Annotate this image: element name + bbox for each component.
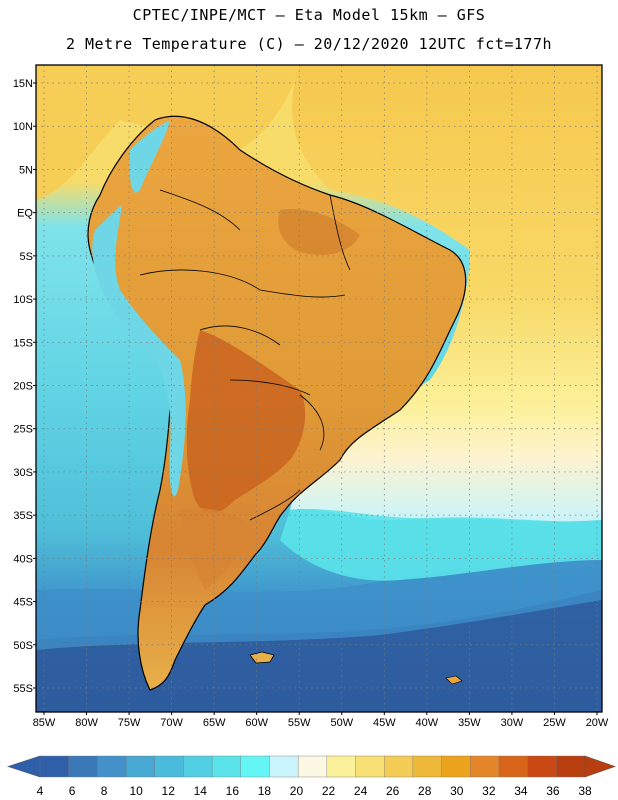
colorbar-label: 34 — [514, 784, 528, 798]
colorbar-segment — [326, 755, 357, 778]
south-georgia — [445, 675, 463, 685]
lat-tick-label: 50S — [13, 640, 33, 652]
colorbar-segment — [39, 755, 70, 778]
colorbar-segment — [183, 755, 213, 778]
colorbar-segment — [125, 755, 156, 778]
lon-tick-label: 25W — [543, 717, 566, 729]
colorbar-label: 22 — [322, 784, 336, 798]
atlantic-mid — [280, 508, 602, 581]
colorbar-segment — [556, 755, 586, 778]
lon-tick-label: 45W — [373, 717, 396, 729]
colorbar-label: 30 — [450, 784, 464, 798]
colorbar-segment — [412, 755, 443, 778]
colorbar-arrow-low — [7, 755, 41, 778]
colorbar-label: 10 — [129, 784, 143, 798]
lat-tick-label: 55S — [13, 683, 33, 695]
atlantic-warm — [290, 65, 602, 522]
colorbar-segment — [498, 755, 529, 778]
colorbar: 4 6 8 10 12 14 16 18 20 22 24 26 28 30 32 34 36 38 — [7, 755, 616, 798]
colorbar-label: 16 — [226, 784, 240, 798]
lat-tick-label: 5S — [20, 251, 33, 263]
andes-north — [129, 120, 170, 193]
colorbar-label: 36 — [546, 784, 560, 798]
colorbar-segment — [269, 755, 299, 778]
colorbar-label: 6 — [69, 784, 76, 798]
colorbar-arrow-high — [584, 755, 616, 778]
title-line-2: 2 Metre Temperature (C) – 20/12/2020 12U… — [65, 35, 553, 53]
lat-tick-label: 15S — [13, 337, 33, 349]
map-field — [36, 65, 602, 712]
colorbar-segment — [470, 755, 500, 778]
lon-tick-label: 70W — [160, 717, 183, 729]
map-frame — [35, 64, 603, 713]
colorbar-segment — [240, 755, 271, 778]
colorbar-label: 18 — [258, 784, 272, 798]
lat-tick-label: 20S — [13, 381, 33, 393]
lon-tick-label: 65W — [203, 717, 226, 729]
hot-amazon — [278, 209, 360, 255]
lat-tick-label: 5N — [19, 164, 33, 176]
lon-tick-label: 40W — [416, 717, 439, 729]
colorbar-label: 14 — [194, 784, 208, 798]
lat-tick-label: 15N — [13, 78, 33, 90]
caribbean-warm — [36, 65, 300, 200]
colorbar-label: 26 — [386, 784, 400, 798]
colorbar-label: 4 — [37, 784, 44, 798]
lat-tick-label: 45S — [13, 597, 33, 609]
lat-tick-label: EQ — [17, 208, 33, 220]
colorbar-segment — [211, 755, 242, 778]
colorbar-label: 38 — [578, 784, 592, 798]
country-borders — [139, 189, 351, 521]
colorbar-segment — [384, 755, 414, 778]
lat-tick-label: 10S — [13, 294, 33, 306]
colorbar-label: 20 — [290, 784, 304, 798]
colorbar-segment — [154, 755, 185, 778]
lon-tick-label: 80W — [75, 717, 98, 729]
grid-lines — [36, 65, 602, 712]
lon-tick-label: 50W — [330, 717, 353, 729]
lon-tick-label: 60W — [245, 717, 268, 729]
hot-core — [186, 330, 306, 514]
lat-tick-label: 30S — [13, 467, 33, 479]
colorbar-segment — [527, 755, 557, 778]
title-line-1: CPTEC/INPE/MCT – Eta Model 15km – GFS — [132, 6, 486, 24]
colorbar-segment — [441, 755, 471, 778]
colorbar-label: 28 — [418, 784, 432, 798]
lon-tick-label: 20W — [586, 717, 609, 729]
colorbar-label: 8 — [101, 784, 108, 798]
colorbar-label: 24 — [354, 784, 368, 798]
colorbar-segment — [68, 755, 98, 778]
lat-tick-label: 10N — [13, 121, 33, 133]
falkland-islands — [249, 651, 275, 664]
lon-tick-label: 55W — [288, 717, 311, 729]
lat-tick-label: 40S — [13, 553, 33, 565]
lat-tick-label: 25S — [13, 424, 33, 436]
lon-tick-label: 75W — [118, 717, 141, 729]
colorbar-label: 12 — [162, 784, 176, 798]
colorbar-segment — [297, 755, 328, 778]
colorbar-segment — [355, 755, 385, 778]
andes-cool — [92, 205, 186, 497]
axes: 15N 10N 5N EQ 5S 10S 15S 20S 25S 30S 35S 40S 45S 50S 5… — [13, 78, 609, 729]
colorbar-label: 32 — [482, 784, 496, 798]
lat-tick-label: 35S — [13, 510, 33, 522]
lon-tick-label: 35W — [458, 717, 481, 729]
colorbar-segment — [97, 755, 127, 778]
hot-patagonia — [180, 508, 250, 590]
lon-tick-label: 30W — [501, 717, 524, 729]
lon-tick-label: 85W — [33, 717, 56, 729]
